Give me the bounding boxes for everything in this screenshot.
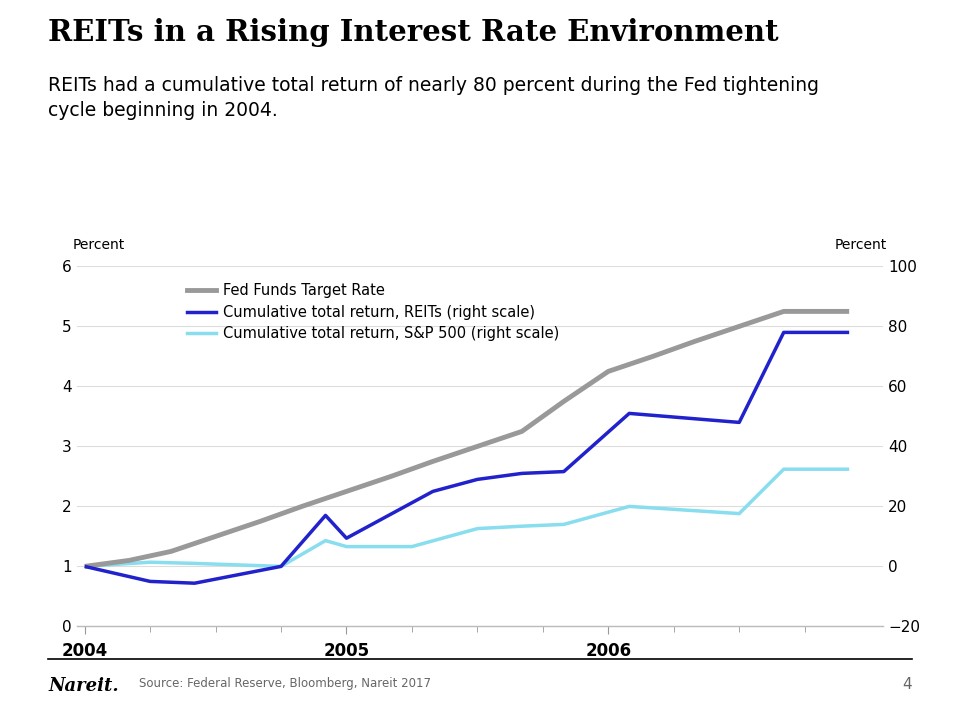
Text: Nareit.: Nareit. [48, 677, 119, 695]
Legend: Fed Funds Target Rate, Cumulative total return, REITs (right scale), Cumulative : Fed Funds Target Rate, Cumulative total … [180, 277, 565, 347]
Text: REITs in a Rising Interest Rate Environment: REITs in a Rising Interest Rate Environm… [48, 18, 779, 47]
Text: Percent: Percent [73, 238, 125, 252]
Text: REITs had a cumulative total return of nearly 80 percent during the Fed tighteni: REITs had a cumulative total return of n… [48, 76, 819, 120]
Text: Percent: Percent [835, 238, 887, 252]
Text: Source: Federal Reserve, Bloomberg, Nareit 2017: Source: Federal Reserve, Bloomberg, Nare… [139, 677, 431, 690]
Text: 4: 4 [902, 677, 912, 692]
